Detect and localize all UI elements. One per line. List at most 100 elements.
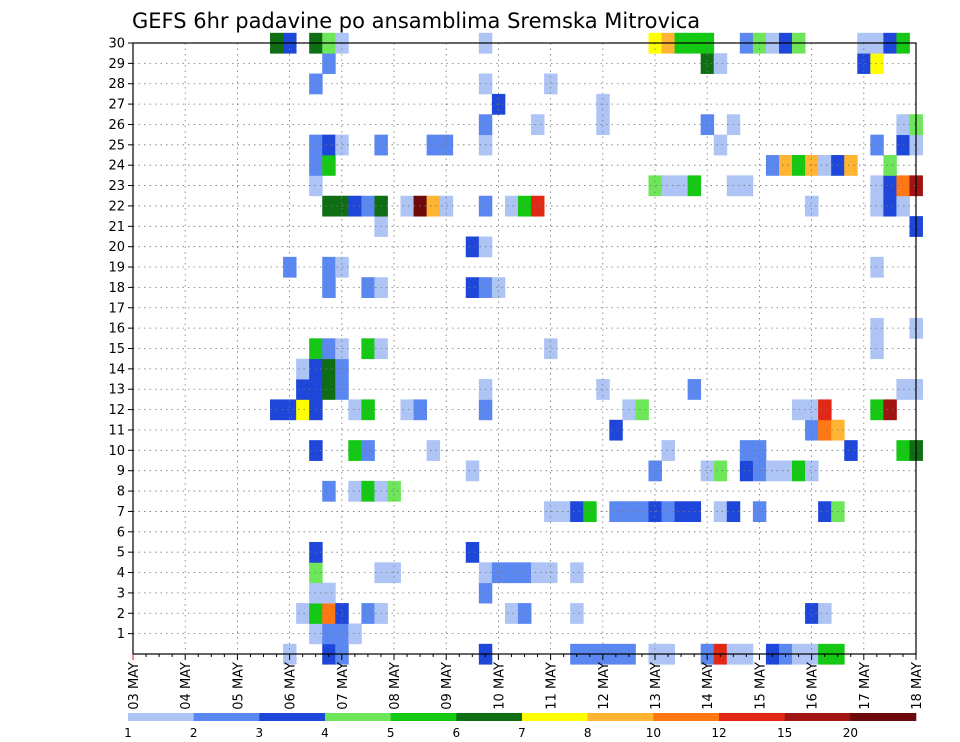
heatmap-cell — [870, 175, 884, 197]
colorbar-label: 10 — [646, 726, 661, 740]
heatmap-cell — [739, 440, 754, 461]
x-tick-label: 18 MAY — [910, 662, 925, 710]
x-tick-label: 12 MAY — [597, 662, 612, 710]
heatmap-cell — [322, 256, 336, 278]
y-tick-label: 26 — [108, 118, 125, 133]
y-tick-label: 3 — [117, 586, 125, 601]
colorbar-swatch — [653, 713, 720, 721]
heatmap-cell — [844, 155, 858, 176]
heatmap-cell — [296, 379, 310, 400]
heatmap-cell — [322, 195, 336, 217]
y-tick-label: 21 — [108, 220, 125, 235]
heatmap-cell — [322, 338, 336, 360]
heatmap-cell — [609, 419, 623, 441]
colorbar-swatch — [522, 713, 588, 721]
heatmap-cell — [713, 460, 728, 482]
heatmap-cell — [335, 195, 349, 217]
heatmap-cell — [713, 134, 728, 156]
heatmap-cell — [700, 114, 715, 136]
chart-title: GEFS 6hr padavine po ansamblima Sremska … — [132, 9, 700, 33]
heatmap-cell — [400, 399, 414, 421]
colorbar-label: 12 — [711, 726, 726, 740]
y-tick-label: 29 — [108, 57, 125, 72]
y-tick-label: 19 — [108, 261, 125, 276]
heatmap-cell — [322, 277, 336, 298]
heatmap-cell — [596, 379, 610, 400]
heatmap-cell — [465, 277, 480, 298]
y-tick-label: 30 — [108, 37, 125, 52]
heatmap-cell — [465, 541, 480, 563]
heatmap-cell — [335, 623, 349, 645]
y-tick-label: 4 — [117, 566, 125, 581]
heatmap-cell — [387, 480, 401, 502]
heatmap-cell — [361, 440, 375, 461]
heatmap-cell — [322, 379, 336, 400]
colorbar-label: 3 — [256, 726, 264, 740]
y-tick-label: 13 — [108, 383, 125, 398]
heatmap-cell — [857, 53, 871, 74]
heatmap-cell — [674, 175, 689, 197]
heatmap-cell — [700, 460, 715, 482]
heatmap-cell — [544, 73, 558, 95]
heatmap-cell — [322, 480, 336, 502]
y-tick-label: 6 — [117, 525, 125, 540]
heatmap-cell — [283, 256, 297, 278]
x-tick-label: 03 MAY — [127, 662, 142, 710]
x-tick-label: 14 MAY — [701, 662, 716, 710]
y-tick-label: 12 — [108, 403, 125, 418]
heatmap-cell — [348, 399, 362, 421]
y-tick-label: 10 — [108, 444, 125, 459]
colorbar-swatch — [850, 713, 917, 721]
x-tick-label: 07 MAY — [336, 662, 351, 710]
colorbar-swatch — [390, 713, 457, 721]
heatmap-cell — [504, 195, 519, 217]
heatmap-cell — [361, 338, 375, 360]
x-tick-label: 16 MAY — [806, 662, 821, 710]
colorbar-label: 4 — [321, 726, 329, 740]
heatmap-cell — [870, 134, 884, 156]
heatmap-cell — [648, 460, 662, 482]
heatmap-cell — [504, 562, 519, 584]
y-tick-label: 5 — [117, 546, 125, 561]
x-tick-label: 08 MAY — [388, 662, 403, 710]
y-tick-label: 18 — [108, 281, 125, 296]
colorbar-swatch — [587, 713, 654, 721]
heatmap-cell — [348, 480, 362, 502]
heatmap-cell — [752, 460, 767, 482]
heatmap-cell — [635, 399, 649, 421]
heatmap-cell — [335, 379, 349, 400]
heatmap-cell — [322, 582, 336, 604]
heatmap-cell — [778, 460, 793, 482]
colorbar-swatch — [128, 713, 194, 721]
heatmap-cell — [635, 501, 649, 523]
y-tick-label: 14 — [108, 362, 125, 377]
heatmap-cell — [322, 134, 336, 156]
heatmap-cell — [426, 195, 441, 217]
heatmap-cell — [609, 501, 623, 523]
heatmap-cell — [504, 603, 519, 624]
heatmap-cell — [439, 195, 454, 217]
heatmap-cell — [818, 155, 832, 176]
heatmap-cell — [348, 195, 362, 217]
y-tick-label: 22 — [108, 199, 125, 214]
heatmap-cell — [739, 460, 754, 482]
colorbar-swatch — [456, 713, 523, 721]
heatmap-cell — [322, 603, 336, 624]
colorbar-label: 8 — [584, 726, 592, 740]
heatmap-cell — [361, 480, 375, 502]
heatmap-cell — [674, 501, 689, 523]
colorbar-swatch — [193, 713, 260, 721]
heatmap-cell — [805, 419, 819, 441]
heatmap-cell — [296, 399, 310, 421]
x-tick-label: 05 MAY — [231, 662, 246, 710]
y-tick-label: 23 — [108, 179, 125, 194]
heatmap-cell — [531, 195, 545, 217]
y-tick-label: 24 — [108, 159, 125, 174]
heatmap-cell — [805, 460, 819, 482]
y-tick-label: 2 — [117, 607, 125, 622]
heatmap-cell — [335, 338, 349, 360]
heatmap-cell — [818, 603, 832, 624]
heatmap-cell — [348, 623, 362, 645]
y-tick-label: 15 — [108, 342, 125, 357]
